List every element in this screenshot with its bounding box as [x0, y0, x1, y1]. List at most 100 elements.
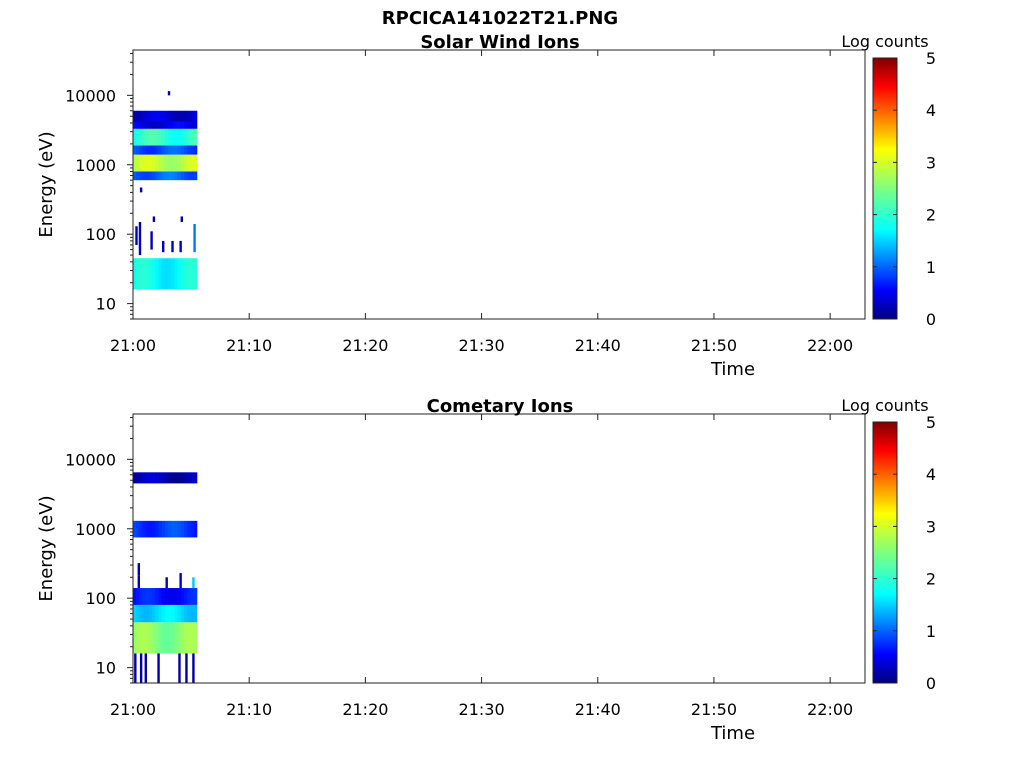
data-band-cell: [164, 171, 169, 181]
data-band-cell: [193, 121, 198, 129]
data-band-cell: [133, 110, 137, 122]
data-spikes: [135, 91, 196, 256]
data-band-cell: [136, 588, 140, 605]
data-spike: [165, 577, 168, 589]
y-tick-label: 100: [85, 589, 116, 608]
data-band-cell: [158, 154, 163, 172]
colorbar-tick-label: 2: [926, 206, 936, 225]
colorbar-label: Log counts: [841, 32, 928, 51]
data-band-cell: [142, 520, 147, 538]
data-spike: [178, 653, 181, 683]
data-band-cell: [168, 604, 172, 623]
data-band-cell: [177, 258, 182, 290]
data-band-cell: [177, 128, 182, 146]
data-band-cell: [177, 171, 182, 181]
data-band-cell: [193, 154, 198, 172]
data-band-cell: [145, 472, 150, 484]
plot-area: [133, 50, 865, 319]
data-band-cell: [187, 588, 191, 605]
data-spike: [193, 224, 196, 253]
data-band-cell: [136, 258, 140, 290]
data-spike: [192, 577, 195, 589]
data-band-cell: [190, 171, 195, 181]
data-band-cell: [155, 604, 159, 623]
data-band-cell: [139, 588, 143, 605]
data-band-cell: [174, 588, 179, 605]
data-band-cell: [174, 110, 179, 122]
data-spike: [185, 653, 188, 683]
data-band-cell: [184, 121, 188, 129]
data-band-cell: [145, 622, 150, 654]
data-band-cell: [142, 171, 147, 181]
data-band-cell: [161, 110, 166, 122]
y-tick-label: 10: [96, 659, 116, 678]
data-band-cell: [145, 258, 150, 290]
data-band-cell: [174, 145, 179, 155]
y-tick-label: 10000: [65, 86, 116, 105]
data-band-cell: [180, 520, 185, 538]
data-band-cell: [168, 128, 172, 146]
data-bands: [133, 472, 198, 654]
data-band-cell: [133, 258, 137, 290]
data-band-cell: [133, 622, 137, 654]
data-band-cell: [133, 121, 137, 129]
data-band-cell: [133, 128, 137, 146]
x-tick-label: 22:00: [807, 700, 853, 719]
data-band-cell: [184, 110, 188, 122]
x-axis: 21:00 21:10 21:20 21:30 21:40 21:50 22:00 Time: [110, 50, 853, 380]
data-band-cell: [136, 604, 140, 623]
data-band-cell: [187, 472, 191, 484]
x-axis: 21:00 21:10 21:20 21:30 21:40 21:50 22:00 Time: [110, 414, 853, 744]
data-band-cell: [184, 520, 188, 538]
colorbar-tick-label: 4: [926, 101, 936, 120]
data-band-cell: [136, 472, 140, 484]
data-band-cell: [193, 588, 198, 605]
data-band-cell: [174, 128, 179, 146]
data-band-cell: [174, 121, 179, 129]
data-band-cell: [187, 121, 191, 129]
data-band-cell: [193, 110, 198, 122]
panel-cometary-ions: 21:00 21:10 21:20 21:30 21:40 21:50 22:00 Time 1…: [36, 396, 936, 744]
data-band-cell: [168, 588, 172, 605]
data-spike: [139, 187, 143, 193]
panel-title: Cometary Ions: [427, 396, 574, 417]
data-band-cell: [180, 171, 185, 181]
data-band-cell: [174, 472, 179, 484]
data-band-cell: [168, 121, 172, 129]
data-band-cell: [158, 258, 163, 290]
data-band-cell: [193, 520, 198, 538]
data-band-cell: [142, 154, 147, 172]
data-band-cell: [168, 154, 172, 172]
data-band-cell: [155, 110, 159, 122]
data-band-cell: [145, 145, 150, 155]
data-band-cell: [171, 472, 175, 484]
x-tick-label: 21:40: [575, 336, 621, 355]
data-band-cell: [171, 258, 175, 290]
data-band-cell: [133, 520, 137, 538]
data-band-cell: [177, 110, 182, 122]
colorbar-tick-label: 5: [926, 413, 936, 432]
data-band-cell: [184, 472, 188, 484]
data-band-cell: [177, 145, 182, 155]
data-band-cell: [139, 472, 143, 484]
data-band-cell: [184, 604, 188, 623]
data-band-cell: [158, 110, 163, 122]
data-band-cell: [148, 622, 153, 654]
data-band-cell: [193, 604, 198, 623]
data-band-cell: [136, 110, 140, 122]
data-band-cell: [164, 154, 169, 172]
colorbar-tick-label: 5: [926, 49, 936, 68]
data-spike: [167, 91, 171, 96]
data-band-cell: [171, 622, 175, 654]
data-band-cell: [187, 128, 191, 146]
data-band-cell: [180, 588, 185, 605]
data-band-cell: [193, 622, 198, 654]
data-band-cell: [184, 171, 188, 181]
data-band-cell: [174, 258, 179, 290]
data-band-cell: [133, 588, 137, 605]
x-tick-label: 21:20: [342, 336, 388, 355]
data-band-cell: [133, 604, 137, 623]
data-band-cell: [152, 604, 156, 623]
data-band-cell: [139, 121, 143, 129]
